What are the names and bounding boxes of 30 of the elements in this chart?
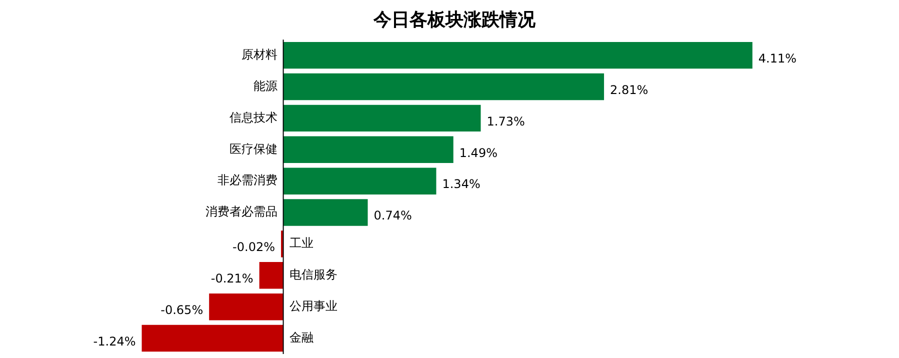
- y-tick-label: 消费者必需品: [205, 204, 278, 219]
- data-label: 0.74%: [374, 208, 412, 223]
- bar: [283, 104, 481, 132]
- bar: [283, 199, 368, 226]
- y-tick-label: 电信服务: [289, 268, 338, 282]
- y-tick-label: 医疗保健: [229, 142, 278, 156]
- data-label: -0.21%: [210, 272, 254, 286]
- data-label: 1.34%: [442, 177, 480, 192]
- y-tick-label: 信息技术: [229, 110, 278, 124]
- chart-title: 今日各板块涨跌情况: [372, 9, 536, 30]
- bar: [283, 136, 454, 163]
- data-label: -0.65%: [160, 302, 204, 317]
- bar: [283, 168, 436, 194]
- data-label: 1.49%: [459, 146, 498, 160]
- data-label: 2.81%: [610, 82, 648, 97]
- data-label: -0.02%: [232, 240, 276, 254]
- y-tick-label: 工业: [289, 236, 314, 250]
- bar: [209, 293, 284, 320]
- data-label: -1.24%: [93, 334, 136, 348]
- y-tick-label: 金融: [289, 330, 314, 344]
- bar: [283, 42, 752, 69]
- y-tick-label: 原材料: [241, 47, 278, 62]
- bar: [283, 73, 604, 100]
- data-label: 1.73%: [486, 114, 525, 128]
- bar: [259, 262, 284, 289]
- y-tick-label: 公用事业: [289, 298, 338, 313]
- bar: [142, 324, 284, 352]
- data-label: 4.11%: [758, 51, 797, 66]
- y-tick-label: 非必需消费: [217, 173, 278, 188]
- y-tick-label: 能源: [253, 78, 278, 93]
